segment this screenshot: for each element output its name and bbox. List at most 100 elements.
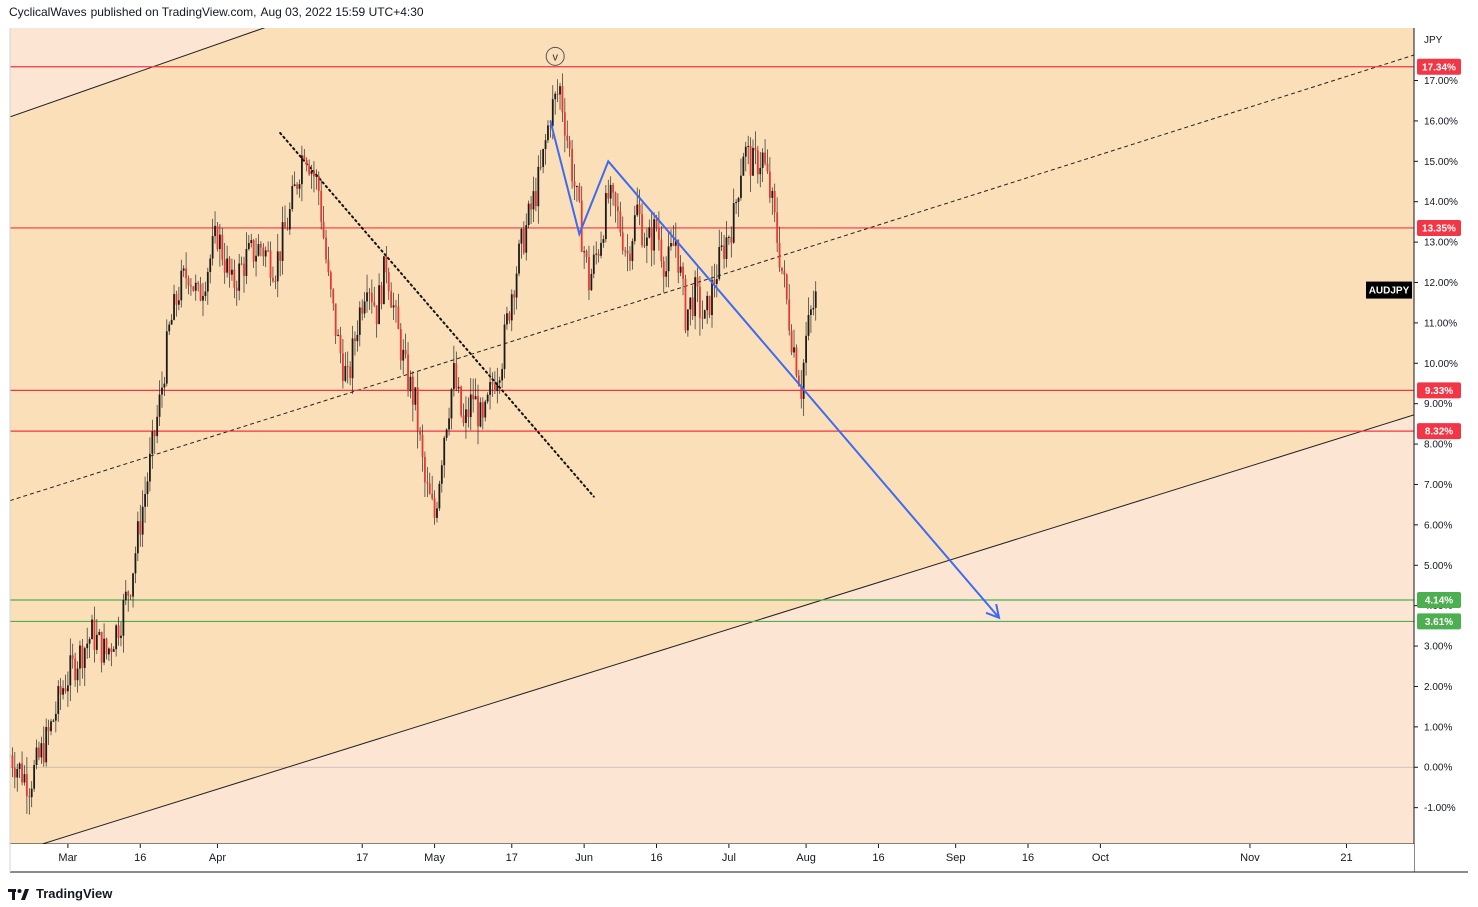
y-tick-label: 2.00% xyxy=(1424,682,1452,693)
candle-body xyxy=(182,268,185,271)
candle-body xyxy=(660,239,663,262)
x-tick-label: 16 xyxy=(1022,852,1034,864)
candle-body xyxy=(689,297,692,310)
candle-body xyxy=(732,203,735,243)
candle-body xyxy=(351,338,354,379)
tradingview-brand[interactable]: TradingView xyxy=(36,886,113,901)
candle-body xyxy=(484,401,487,418)
candle-body xyxy=(197,282,200,285)
candle-body xyxy=(296,184,298,189)
candle-body xyxy=(672,243,675,246)
candle-body xyxy=(534,191,537,207)
candle-body xyxy=(614,192,617,207)
candle-body xyxy=(756,150,759,175)
candle-body xyxy=(443,437,446,466)
candle-body xyxy=(344,366,347,381)
plot-area[interactable] xyxy=(9,0,1414,854)
candle-body xyxy=(62,688,64,695)
level-badge-5 xyxy=(1417,613,1461,630)
candle-body xyxy=(479,402,482,427)
candle-body xyxy=(506,313,508,325)
level-badge-1 xyxy=(1417,219,1461,236)
candle-body xyxy=(424,456,426,483)
candle-body xyxy=(469,394,472,418)
x-tick-label: Jun xyxy=(575,852,593,864)
projection-path xyxy=(549,120,1000,619)
candle-body xyxy=(776,212,779,243)
x-tick-label: May xyxy=(424,852,445,864)
candle-body xyxy=(264,250,267,257)
candle-body xyxy=(378,285,380,325)
x-tick-label: 21 xyxy=(1340,852,1352,864)
candle-body xyxy=(132,573,134,597)
candle-body xyxy=(737,197,740,202)
candle-body xyxy=(520,228,523,244)
candle-body xyxy=(221,234,224,260)
candle-body xyxy=(768,171,771,198)
y-tick-label: 1.00% xyxy=(1424,722,1452,733)
candle-body xyxy=(788,299,791,331)
candle-body xyxy=(327,259,330,273)
candle-body xyxy=(771,190,774,198)
candle-body xyxy=(127,591,130,596)
candle-body xyxy=(448,418,450,430)
candle-body xyxy=(310,170,313,175)
price-axis-unit: JPY xyxy=(1424,35,1443,46)
candle-body xyxy=(665,271,668,277)
candle-body xyxy=(325,237,327,260)
candle-body xyxy=(501,369,504,381)
candle-body xyxy=(361,307,364,314)
candle-body xyxy=(305,160,308,166)
level-badge-0 xyxy=(1417,58,1461,75)
y-tick-label: 9.00% xyxy=(1424,399,1452,410)
candle-body xyxy=(638,204,641,215)
candle-body xyxy=(411,376,414,405)
candle-body xyxy=(489,382,491,395)
candle-body xyxy=(761,152,764,168)
candle-body xyxy=(445,429,448,438)
candle-body xyxy=(240,263,243,265)
candle-body xyxy=(245,249,248,277)
candle-body xyxy=(708,295,711,316)
candle-body xyxy=(727,236,730,238)
candle-body xyxy=(349,366,352,379)
symbol-badge-label: AUDJPY xyxy=(1369,286,1410,297)
candle-body xyxy=(399,328,402,361)
candle-body xyxy=(243,263,245,277)
candle-body xyxy=(530,203,532,210)
candle-body xyxy=(568,140,571,149)
candle-body xyxy=(793,347,795,353)
tradingview-logo-icon[interactable] xyxy=(8,887,30,901)
candle-body xyxy=(173,294,175,320)
candle-body xyxy=(274,281,277,283)
candle-body xyxy=(247,243,250,250)
candle-body xyxy=(100,632,103,663)
author-name[interactable]: CyclicalWaves xyxy=(9,5,87,19)
candle-body xyxy=(493,384,496,392)
level-badge-label: 13.35% xyxy=(1422,223,1456,234)
candle-body xyxy=(231,269,233,275)
candle-body xyxy=(373,302,376,306)
y-tick-label: 6.00% xyxy=(1424,520,1452,531)
x-tick-label: Mar xyxy=(58,852,77,864)
candle-body xyxy=(334,303,337,336)
x-tick-label: Apr xyxy=(209,852,226,864)
x-tick-label: Oct xyxy=(1092,852,1109,864)
candle-body xyxy=(149,453,151,482)
y-tick-label: 12.00% xyxy=(1424,278,1458,289)
candle-body xyxy=(595,253,598,255)
candle-body xyxy=(170,319,173,325)
candle-body xyxy=(409,376,412,392)
candle-body xyxy=(694,277,697,317)
candle-body xyxy=(66,685,69,692)
candle-body xyxy=(532,191,535,210)
candle-body xyxy=(211,236,214,259)
candle-body xyxy=(95,634,98,650)
y-tick-label: 10.00% xyxy=(1424,359,1458,370)
candle-body xyxy=(701,317,704,319)
candle-body xyxy=(250,240,253,244)
candle-body xyxy=(800,385,803,399)
candle-body xyxy=(547,125,549,141)
candle-body xyxy=(571,148,573,182)
